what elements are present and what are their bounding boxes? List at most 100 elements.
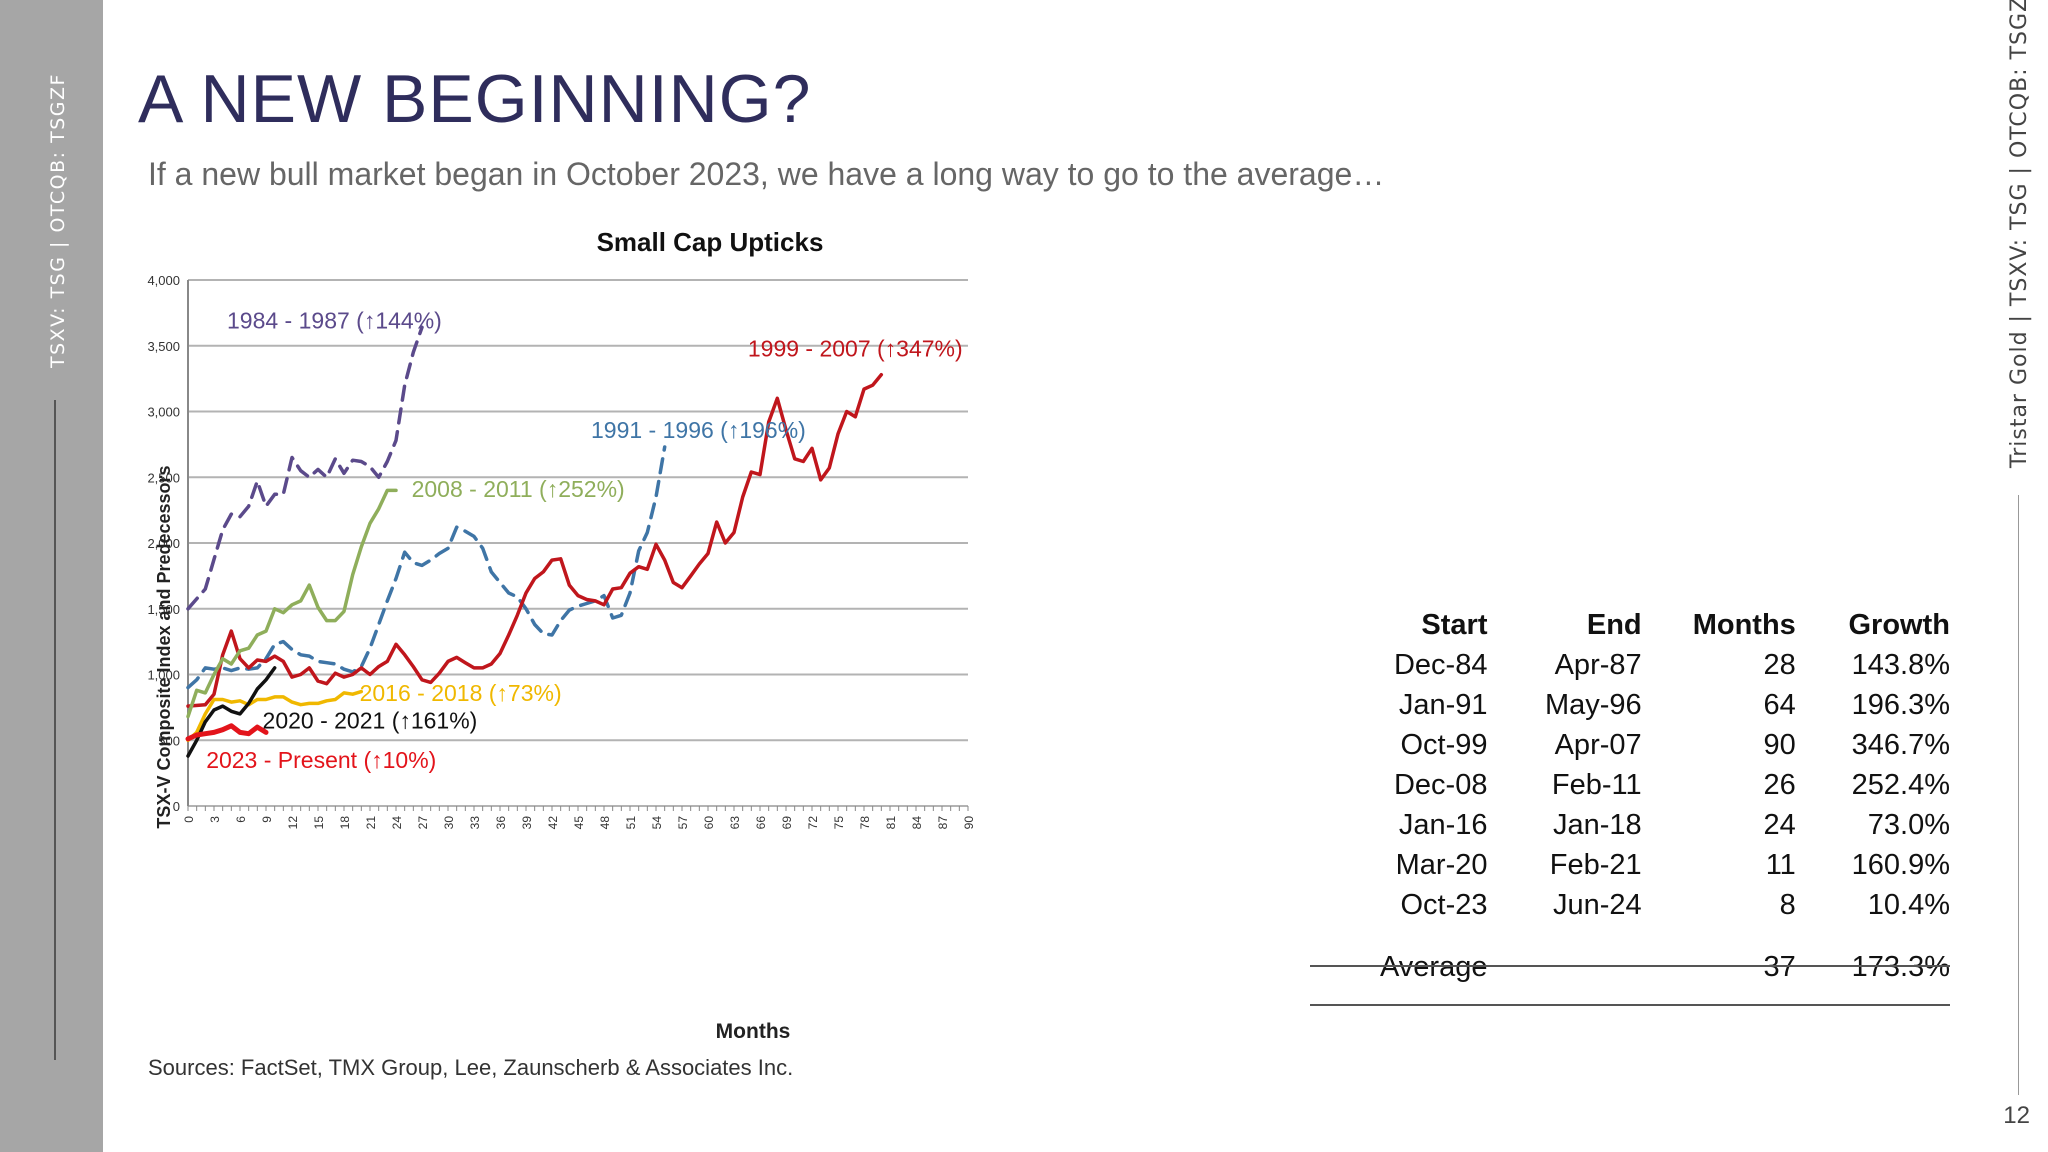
x-tick-label: 24: [390, 816, 404, 830]
y-tick-label: 1,000: [147, 668, 180, 683]
series-line-6: [185, 723, 269, 742]
table-cell: Feb-21: [1549, 848, 1642, 881]
series-label-2: 1999 - 2007 (↑347%): [748, 335, 963, 361]
table-cell: 196.3%: [1851, 688, 1950, 721]
table-cell: Dec-84: [1393, 648, 1488, 681]
table-cell: Jan-91: [1398, 688, 1488, 721]
x-tick-label: 48: [598, 816, 612, 830]
x-tick-label: 21: [364, 816, 378, 830]
y-tick-label: 1,500: [147, 602, 180, 617]
column-header-start: Start: [1421, 608, 1488, 641]
x-tick-label: 18: [338, 816, 352, 830]
table-divider-bottom: [1310, 1004, 1950, 1006]
x-tick-label: 72: [806, 816, 820, 830]
table-cell: 64: [1763, 688, 1796, 721]
series-line-0: [186, 325, 424, 611]
x-tick-label: 45: [572, 816, 586, 830]
table-cell: 73.0%: [1867, 808, 1950, 841]
right-margin-divider: [2018, 495, 2019, 1095]
average-label: Average: [1379, 950, 1488, 983]
table-average-row: Average 37 173.3%: [1310, 925, 1950, 991]
chart-series: [185, 325, 884, 758]
series-label-1: 1991 - 1996 (↑196%): [591, 417, 806, 443]
x-tick-label: 12: [286, 816, 300, 830]
table-row: Oct-99 Apr-07 90 346.7%: [1310, 725, 1950, 765]
table-body: Dec-84 Apr-87 28 143.8% Jan-91 May-96 64 196.3%…: [1310, 645, 1950, 925]
chart-title: Small Cap Upticks: [597, 227, 824, 257]
table-cell: 10.4%: [1867, 888, 1950, 921]
table-cell: 143.8%: [1851, 648, 1950, 681]
x-tick-label: 9: [260, 816, 274, 823]
x-tick-label: 51: [624, 816, 638, 830]
table-row: Jan-91 May-96 64 196.3%: [1310, 685, 1950, 725]
table-cell: Apr-87: [1554, 648, 1642, 681]
average-months: 37: [1763, 950, 1796, 983]
x-tick-label: 15: [312, 816, 326, 830]
sidebar-divider: [54, 400, 56, 1060]
x-tick-label: 33: [468, 816, 482, 830]
x-tick-label: 75: [832, 816, 846, 830]
table-cell: Mar-20: [1395, 848, 1488, 881]
x-tick-label: 3: [208, 816, 222, 823]
table-cell: 26: [1763, 768, 1796, 801]
left-sidebar-band: [0, 0, 103, 1152]
y-tick-label: 3,500: [147, 339, 180, 354]
line-chart: Small Cap Upticks 0 500 1,000 1,500 2,000 2,5…: [147, 227, 976, 1043]
x-tick-label: 90: [962, 816, 976, 830]
table-cell: Jan-16: [1398, 808, 1488, 841]
x-tick-label: 27: [416, 816, 430, 830]
x-tick-label: 30: [442, 816, 456, 830]
x-tick-label: 60: [702, 816, 716, 830]
table-row: Mar-20 Feb-21 11 160.9%: [1310, 845, 1950, 885]
page-title: A NEW BEGINNING?: [138, 61, 812, 137]
x-tick-label: 0: [182, 816, 196, 823]
series-line-2: [186, 372, 884, 708]
table-divider-top: [1310, 965, 1950, 967]
y-tick-label: 500: [158, 733, 180, 748]
series-line-4: [186, 689, 364, 743]
table-cell: 24: [1763, 808, 1796, 841]
series-label-5: 2020 - 2021 (↑161%): [263, 707, 478, 733]
x-tick-label: 6: [234, 816, 248, 823]
series-label-0: 1984 - 1987 (↑144%): [227, 308, 442, 334]
table-cell: Jun-24: [1552, 888, 1642, 921]
table-cell: 90: [1763, 728, 1796, 761]
table-header-row: Start End Months Growth: [1310, 605, 1950, 645]
page-subtitle: If a new bull market began in October 20…: [148, 156, 1385, 192]
x-tick-label: 36: [494, 816, 508, 830]
table-cell: 28: [1763, 648, 1796, 681]
upticks-table: Start End Months Growth Dec-84 Apr-87 28 14…: [1310, 605, 1950, 991]
table-cell: Dec-08: [1393, 768, 1488, 801]
x-axis-label: Months: [716, 1020, 791, 1043]
y-tick-label: 2,000: [147, 536, 180, 551]
y-tick-label: 3,000: [147, 405, 180, 420]
table-cell: 8: [1779, 888, 1796, 921]
table-cell: Feb-11: [1551, 768, 1642, 801]
y-axis-label: TSX-V Composite Index and Predecessors: [154, 465, 174, 828]
series-label-6: 2023 - Present (↑10%): [206, 747, 436, 773]
x-tick-label: 54: [650, 816, 664, 830]
x-tick-label: 69: [780, 816, 794, 830]
x-tick-label: 42: [546, 816, 560, 830]
y-tick-label: 0: [173, 799, 180, 814]
table-row: Dec-84 Apr-87 28 143.8%: [1310, 645, 1950, 685]
x-tick-label: 84: [910, 816, 924, 830]
y-tick-label: 2,500: [147, 470, 180, 485]
average-end: [1487, 925, 1641, 991]
table-cell: 160.9%: [1851, 848, 1950, 881]
table-row: Jan-16 Jan-18 24 73.0%: [1310, 805, 1950, 845]
column-header-end: End: [1586, 608, 1642, 641]
table-row: Dec-08 Feb-11 26 252.4%: [1310, 765, 1950, 805]
x-tick-label: 78: [858, 816, 872, 830]
series-label-3: 2008 - 2011 (↑252%): [412, 476, 625, 502]
column-header-months: Months: [1692, 608, 1796, 641]
series-line-1: [186, 445, 667, 690]
right-margin-label: Tristar Gold | TSXV: TSG | OTCQB: TSGZF: [2007, 0, 2032, 468]
x-tick-label: 63: [728, 816, 742, 830]
sources-footnote: Sources: FactSet, TMX Group, Lee, Zaunsc…: [148, 1055, 794, 1080]
average-growth: 173.3%: [1851, 950, 1950, 983]
series-label-4: 2016 - 2018 (↑73%): [360, 680, 562, 706]
table-cell: Apr-07: [1554, 728, 1642, 761]
page-number: 12: [2003, 1102, 2030, 1129]
table-cell: 346.7%: [1851, 728, 1950, 761]
